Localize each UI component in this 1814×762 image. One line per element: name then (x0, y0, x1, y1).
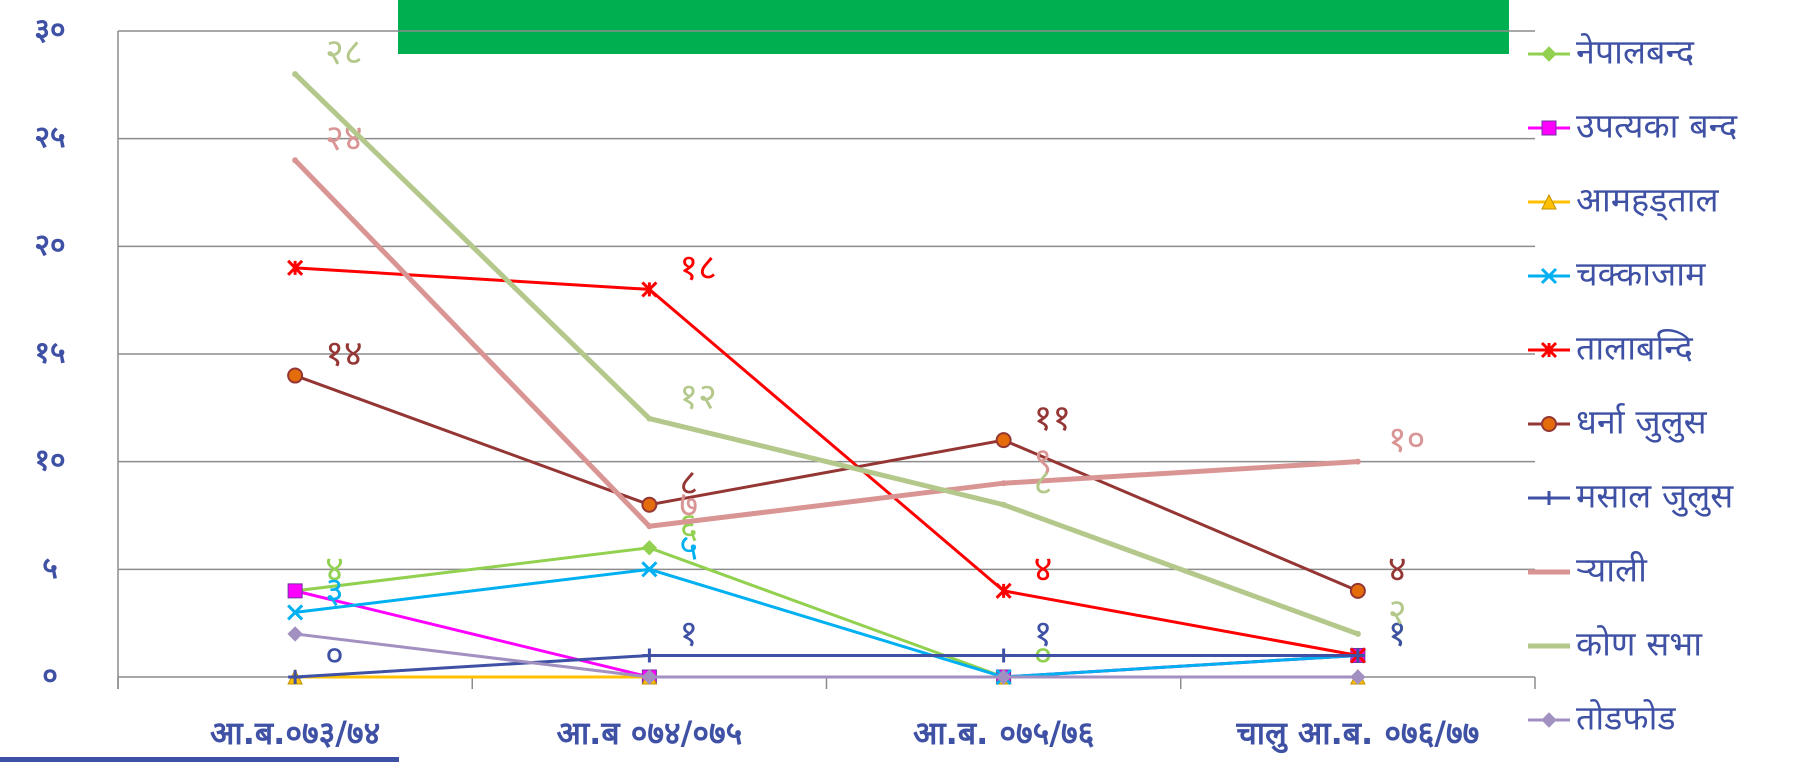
marker (288, 670, 303, 684)
point (1000, 501, 1007, 508)
y-tick-label: २० (34, 228, 65, 263)
marker (996, 648, 1011, 663)
footer-bar (0, 757, 399, 762)
data-label: २८ (325, 32, 362, 73)
data-label: १८ (679, 247, 716, 288)
marker (642, 648, 657, 663)
y-tick-label: ० (42, 659, 58, 694)
y-tick-label: १५ (34, 336, 65, 371)
y-tick-label: २५ (34, 120, 65, 155)
marker (1541, 416, 1557, 432)
data-label: १ (679, 613, 698, 654)
marker (1540, 267, 1558, 285)
marker (287, 626, 303, 642)
legend-label: मसाल जुलुस (1576, 477, 1734, 518)
marker (995, 582, 1012, 599)
data-label: १ (1388, 613, 1407, 654)
marker (995, 669, 1012, 685)
marker (1350, 669, 1366, 685)
title-banner (398, 0, 1509, 54)
marker (1349, 582, 1366, 599)
x-tick-label: चालु आ.ब. ०७६/७७ (1235, 714, 1479, 754)
legend-label: र्‍याली (1576, 551, 1648, 591)
series-line (293, 158, 1359, 529)
data-label: २ (1388, 592, 1407, 633)
series-line (295, 266, 1359, 657)
x-tick-label: आ.ब.०७३/७४ (210, 714, 380, 752)
data-label: १० (1388, 420, 1425, 461)
marker (641, 669, 658, 685)
point (1354, 458, 1361, 465)
data-label: ७ (679, 484, 698, 525)
marker (287, 583, 303, 599)
legend-label: तालाबन्दि (1576, 329, 1694, 369)
legend-label: चक्काजाम (1576, 255, 1706, 295)
data-label: ११ (1034, 398, 1071, 439)
data-label: २४ (325, 118, 362, 159)
y-tick-label: १० (34, 443, 65, 478)
point (292, 157, 299, 164)
point (1000, 480, 1007, 487)
marker (1350, 648, 1365, 663)
y-tick-label: ५ (42, 551, 58, 586)
data-label: ३ (325, 570, 344, 611)
data-label: ६ (679, 506, 698, 547)
series-line (294, 567, 1358, 679)
series-line (294, 632, 1358, 679)
data-label: १२ (679, 377, 716, 418)
marker (995, 432, 1012, 449)
legend-label: तोडफोड (1576, 699, 1676, 739)
legend-label: धर्ना जुलुस (1576, 403, 1708, 444)
y-tick-label: ३० (34, 13, 65, 48)
data-label: ४ (1034, 549, 1053, 590)
marker (641, 561, 658, 578)
series-line (294, 374, 1359, 593)
point (646, 523, 653, 530)
marker (641, 281, 658, 298)
marker (641, 496, 658, 513)
series-line (294, 546, 1358, 679)
marker (287, 604, 304, 621)
marker (1542, 491, 1556, 505)
data-label: ४ (325, 549, 344, 590)
legend-label: नेपालबन्द (1576, 33, 1695, 73)
data-label: ९ (1034, 441, 1053, 482)
series-line (293, 72, 1359, 637)
legend-label: कोण सभा (1576, 625, 1703, 665)
marker (641, 540, 658, 556)
point (646, 415, 653, 422)
marker (1541, 712, 1557, 728)
marker (1540, 341, 1558, 359)
marker (1541, 120, 1557, 136)
marker (1541, 46, 1557, 62)
data-label: ८ (679, 463, 698, 504)
data-label: १४ (325, 334, 362, 375)
point (292, 71, 299, 78)
data-label: १ (1388, 613, 1407, 654)
marker (1541, 193, 1557, 210)
legend-label: आमहड्ताल (1576, 181, 1720, 221)
point (1354, 630, 1361, 637)
data-label: १ (1034, 613, 1053, 654)
x-tick-label: आ.ब ०७४/०७५ (556, 714, 742, 752)
data-label: ४ (1388, 549, 1407, 590)
series-line (295, 653, 1358, 679)
data-label: ५ (679, 527, 698, 568)
data-label: ८ (1034, 463, 1053, 504)
marker (287, 367, 304, 384)
marker (287, 259, 304, 276)
legend-label: उपत्यका बन्द (1576, 107, 1738, 147)
x-tick-label: आ.ब. ०७५/७६ (913, 714, 1094, 752)
data-label: ० (325, 635, 344, 676)
